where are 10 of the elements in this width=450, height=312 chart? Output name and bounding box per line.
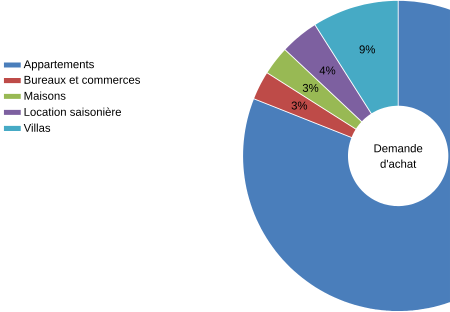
- legend-label: Bureaux et commerces: [24, 76, 140, 84]
- text: Demande d'achat: [374, 144, 422, 168]
- legend-label: Maisons: [24, 92, 66, 100]
- data-label: 4%: [320, 66, 336, 75]
- data-label: 3%: [302, 84, 318, 92]
- data-label: 9%: [360, 45, 376, 54]
- data-label: 3%: [292, 102, 308, 110]
- legend-label: Villas: [24, 124, 50, 132]
- legend-label: Appartements: [24, 60, 94, 71]
- legend-label: Location saisonière: [24, 108, 121, 116]
